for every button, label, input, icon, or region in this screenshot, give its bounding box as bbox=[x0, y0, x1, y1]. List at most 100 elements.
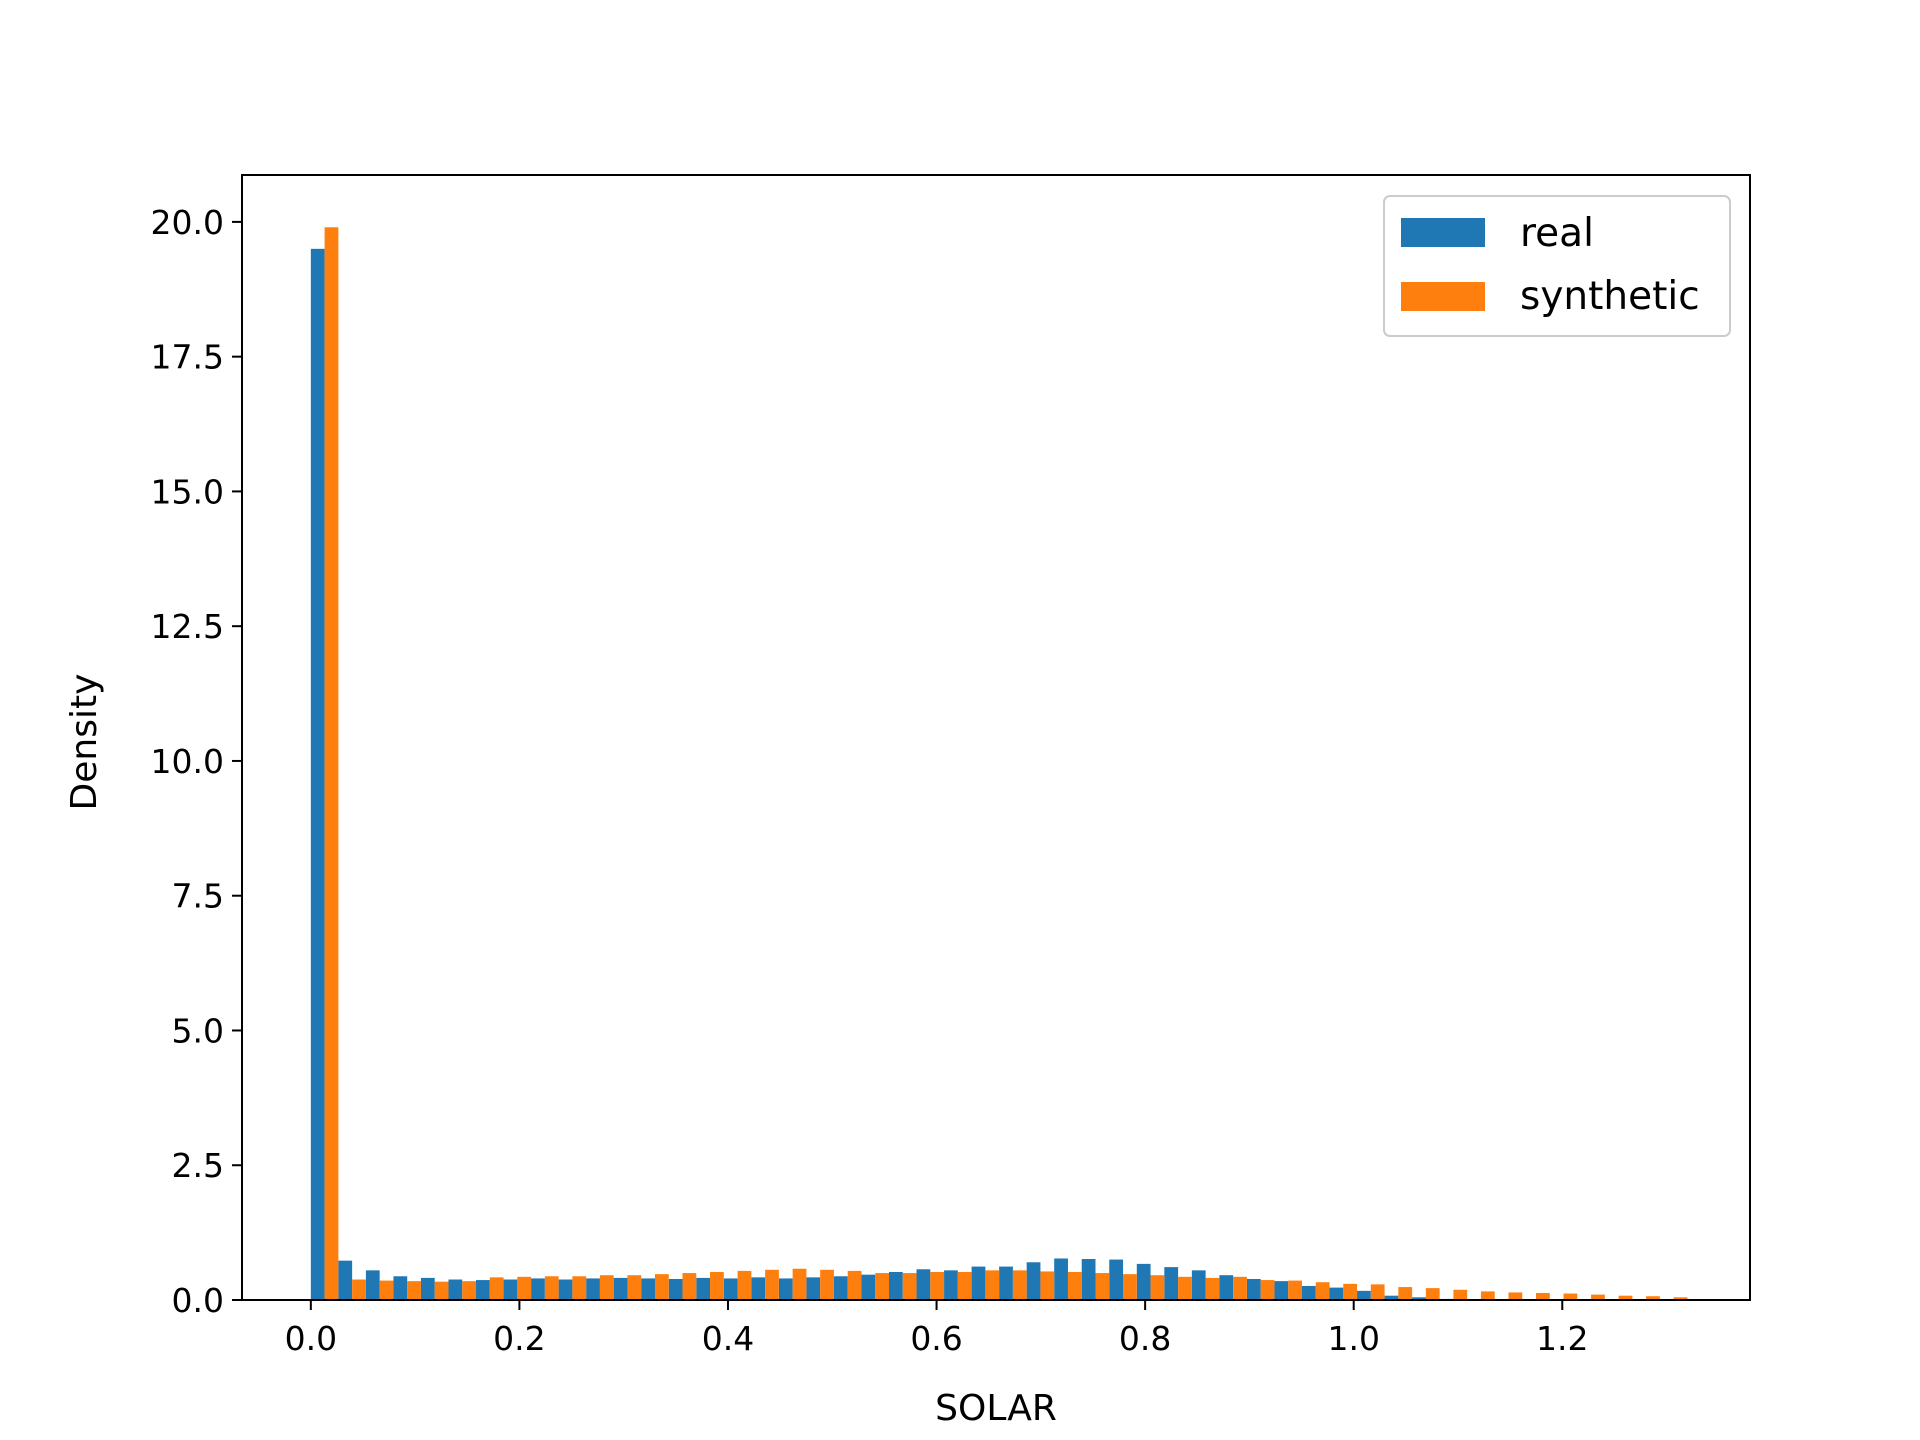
bar-real-38 bbox=[1357, 1290, 1371, 1300]
y-axis-ticks: 0.0 2.5 5.0 7.5 10.0 12.5 15.0 17.5 20.0 bbox=[151, 203, 242, 1320]
y-axis-title: Density bbox=[64, 674, 105, 811]
bar-synthetic-37 bbox=[1343, 1283, 1358, 1300]
x-axis-title: SOLAR bbox=[935, 1388, 1057, 1429]
bar-synthetic-11 bbox=[627, 1275, 642, 1300]
bar-synthetic-46 bbox=[1591, 1294, 1605, 1300]
legend-label-synthetic: synthetic bbox=[1520, 274, 1700, 319]
y-tick-label: 10.0 bbox=[151, 742, 224, 781]
bar-synthetic-19 bbox=[847, 1270, 862, 1300]
bar-synthetic-31 bbox=[1178, 1276, 1192, 1300]
x-tick-label: 0.4 bbox=[702, 1319, 754, 1358]
bar-real-22 bbox=[916, 1269, 931, 1300]
bar-synthetic-2 bbox=[379, 1280, 394, 1300]
bar-real-27 bbox=[1054, 1258, 1068, 1300]
bar-synthetic-5 bbox=[462, 1281, 477, 1300]
y-tick-label: 2.5 bbox=[172, 1146, 224, 1185]
bar-real-8 bbox=[531, 1278, 545, 1300]
bar-real-28 bbox=[1081, 1259, 1096, 1300]
x-tick-label: 0.2 bbox=[493, 1319, 545, 1358]
bar-real-4 bbox=[420, 1277, 435, 1300]
bar-synthetic-8 bbox=[544, 1276, 559, 1300]
bar-synthetic-44 bbox=[1536, 1292, 1550, 1300]
bar-synthetic-13 bbox=[682, 1273, 697, 1300]
bar-synthetic-36 bbox=[1315, 1282, 1330, 1300]
bar-synthetic-28 bbox=[1095, 1273, 1110, 1300]
bar-real-21 bbox=[889, 1271, 903, 1300]
bar-synthetic-39 bbox=[1398, 1287, 1413, 1300]
bar-real-31 bbox=[1164, 1267, 1179, 1300]
bar-synthetic-43 bbox=[1508, 1292, 1523, 1300]
bar-real-1 bbox=[338, 1260, 353, 1300]
bar-real-0 bbox=[310, 248, 325, 1301]
series-synthetic-bars bbox=[324, 227, 1688, 1300]
bar-synthetic-7 bbox=[517, 1276, 532, 1300]
x-tick-label: 1.2 bbox=[1536, 1319, 1588, 1358]
x-tick-label: 0.8 bbox=[1119, 1319, 1171, 1358]
bar-synthetic-23 bbox=[957, 1271, 972, 1300]
bar-synthetic-38 bbox=[1370, 1284, 1385, 1300]
bar-synthetic-34 bbox=[1260, 1280, 1275, 1300]
bar-synthetic-17 bbox=[792, 1268, 807, 1300]
legend-swatch-real bbox=[1401, 218, 1485, 247]
bar-real-11 bbox=[613, 1277, 628, 1300]
x-tick-label: 0.6 bbox=[910, 1319, 962, 1358]
bar-synthetic-12 bbox=[654, 1274, 669, 1300]
x-tick-label: 0.0 bbox=[285, 1319, 337, 1358]
bar-real-30 bbox=[1136, 1263, 1151, 1300]
bar-real-32 bbox=[1191, 1270, 1206, 1300]
bar-synthetic-3 bbox=[407, 1281, 421, 1300]
bar-real-2 bbox=[365, 1270, 380, 1300]
bar-real-14 bbox=[696, 1277, 711, 1300]
bar-real-40 bbox=[1412, 1297, 1426, 1300]
bar-real-24 bbox=[971, 1266, 986, 1300]
bar-real-10 bbox=[586, 1278, 600, 1300]
bar-synthetic-6 bbox=[489, 1277, 504, 1300]
bar-synthetic-47 bbox=[1618, 1295, 1633, 1300]
bar-synthetic-29 bbox=[1123, 1274, 1137, 1300]
bar-synthetic-35 bbox=[1288, 1280, 1302, 1300]
plot-frame bbox=[241, 174, 1751, 1301]
bar-real-5 bbox=[448, 1279, 463, 1300]
bar-real-7 bbox=[503, 1279, 518, 1300]
bar-synthetic-9 bbox=[572, 1276, 587, 1300]
x-tick-label: 1.0 bbox=[1327, 1319, 1379, 1358]
bar-real-25 bbox=[999, 1266, 1013, 1300]
y-tick-label: 15.0 bbox=[151, 472, 224, 511]
y-tick-label: 0.0 bbox=[172, 1281, 224, 1320]
y-tick-label: 12.5 bbox=[151, 607, 224, 646]
bar-real-12 bbox=[641, 1278, 655, 1300]
bar-real-37 bbox=[1329, 1287, 1344, 1300]
bar-synthetic-14 bbox=[710, 1271, 724, 1300]
bar-real-16 bbox=[751, 1277, 766, 1300]
bar-synthetic-48 bbox=[1646, 1296, 1660, 1300]
bar-real-33 bbox=[1219, 1275, 1234, 1300]
bar-synthetic-41 bbox=[1453, 1289, 1468, 1300]
bar-real-6 bbox=[476, 1280, 490, 1300]
bar-synthetic-49 bbox=[1673, 1297, 1688, 1300]
bar-synthetic-4 bbox=[434, 1281, 449, 1300]
bar-real-35 bbox=[1274, 1281, 1289, 1300]
bar-synthetic-32 bbox=[1205, 1277, 1220, 1300]
y-tick-label: 7.5 bbox=[172, 877, 224, 916]
y-tick-label: 17.5 bbox=[151, 338, 224, 377]
bar-real-3 bbox=[393, 1276, 408, 1300]
bar-synthetic-33 bbox=[1233, 1276, 1247, 1300]
bar-synthetic-40 bbox=[1425, 1288, 1440, 1300]
bar-real-19 bbox=[833, 1276, 848, 1300]
bar-synthetic-22 bbox=[930, 1271, 945, 1300]
bar-synthetic-15 bbox=[737, 1270, 752, 1300]
bar-real-15 bbox=[723, 1278, 738, 1300]
legend-swatch-synthetic bbox=[1401, 282, 1485, 311]
y-tick-label: 5.0 bbox=[172, 1011, 224, 1050]
bar-real-39 bbox=[1384, 1295, 1399, 1300]
series-real-bars bbox=[310, 248, 1674, 1301]
y-tick-label: 20.0 bbox=[151, 203, 224, 242]
bar-synthetic-42 bbox=[1480, 1291, 1495, 1300]
bar-real-36 bbox=[1301, 1285, 1316, 1300]
bar-synthetic-25 bbox=[1012, 1270, 1027, 1300]
bar-synthetic-21 bbox=[902, 1273, 917, 1300]
bar-synthetic-16 bbox=[765, 1269, 779, 1300]
bar-synthetic-30 bbox=[1150, 1275, 1165, 1300]
bar-real-17 bbox=[778, 1278, 793, 1300]
